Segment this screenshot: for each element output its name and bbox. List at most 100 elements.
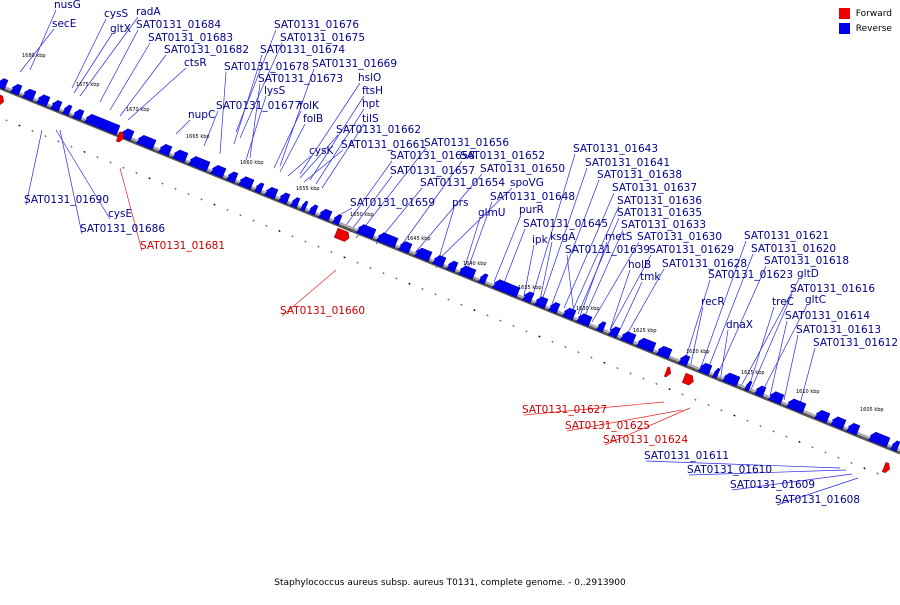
reverse-gene-label: SAT0131_01621 [744,230,829,242]
track-dot [434,293,437,296]
reverse-gene [187,156,211,172]
label-connector [566,254,575,315]
reverse-gene [431,255,447,268]
track-dot [707,403,710,407]
label-connector [287,155,312,177]
track-dot [213,203,216,206]
reverse-gene-label: glmU [478,207,506,219]
track-dot [109,161,112,164]
reverse-gene [49,100,63,112]
track-dot [291,235,294,238]
reverse-gene-label: dnaX [726,319,753,331]
track-dot [772,430,775,433]
track-dot [733,414,736,417]
label-connector [749,293,793,393]
reverse-gene-label: SAT0131_01628 [662,258,747,270]
forward-gene [681,372,694,386]
kbp-tick-label: 1625 kbp [633,328,657,334]
reverse-gene-label: SAT0131_01637 [612,182,697,194]
track-dot [278,229,281,233]
reverse-gene-label: ksgA [550,231,576,243]
track-dot [759,424,762,428]
track-dot [83,150,86,154]
reverse-gene-label: SAT0131_01630 [637,231,722,243]
track-dot [564,345,567,349]
label-connector [769,320,788,397]
reverse-gene-label: SAT0131_01684 [136,19,221,31]
reverse-gene [533,296,549,309]
kbp-tick-label: 1615 kbp [741,370,765,376]
reverse-gene-label: gltD [797,268,819,280]
track-dot [200,198,203,201]
kbp-tick-label: 1680 kbp [22,53,46,59]
label-connector [625,268,665,337]
reverse-gene-label: SAT0131_01639 [565,244,650,256]
label-connector [435,187,513,263]
track-dot [122,166,125,169]
forward-gene-label: SAT0131_01660 [280,305,365,317]
reverse-gene-label: SAT0131_01669 [312,58,397,70]
kbp-tick-label: 1670 kbp [126,107,150,113]
genome-caption: Staphylococcus aureus subsp. aureus T013… [274,578,626,588]
label-connector [523,401,665,416]
reverse-gene [157,143,173,157]
label-connector [783,334,799,401]
reverse-gene [445,260,459,273]
label-connector [175,119,191,135]
reverse-gene [0,78,9,90]
reverse-gene-label: SAT0131_01686 [80,223,165,235]
forward-gene [0,94,4,106]
label-connector [705,253,754,375]
label-connector [539,241,553,301]
reverse-gene-label: SAT0131_01636 [617,195,702,207]
label-connector [273,110,302,169]
kbp-tick-label: 1620 kbp [686,349,710,355]
track-dot [473,308,476,312]
track-dot [824,451,827,454]
track-dot [681,393,684,396]
reverse-gene-label: folK [299,100,320,112]
legend-reverse-label: Reverse [855,23,892,34]
label-connector [523,244,535,297]
gene-features [0,78,900,474]
label-connector [465,201,493,275]
track-dot [356,261,359,264]
reverse-gene-label: SAT0131_01658 [390,150,475,162]
reverse-gene-label: SAT0131_01635 [617,207,702,219]
reverse-gene [171,149,189,163]
forward-gene [333,227,350,242]
track-dot [31,129,34,132]
label-connector [579,241,608,317]
label-connector [683,279,711,365]
label-connector [249,83,261,159]
label-connector [279,68,315,167]
label-connector [303,149,344,183]
reverse-gene [289,197,301,209]
label-connector [731,473,853,491]
reverse-gene-label: gltX [110,23,131,35]
track-dot [252,219,255,222]
track-dot [629,372,632,375]
reverse-gene-label: SAT0131_01643 [573,143,658,155]
reverse-gene-label: SAT0131_01654 [420,177,505,189]
label-connector [343,160,393,229]
label-connector [604,407,691,446]
track-dot [642,377,645,380]
forward-swatch [838,8,850,19]
label-connector [109,42,151,111]
kbp-tick-label: 1675 kbp [76,82,100,88]
reverse-gene-label: SAT0131_01638 [597,169,682,181]
label-connector [29,9,57,71]
gene-labels: nusGsecEcysSgltXradASAT0131_01684SAT0131… [24,0,898,506]
reverse-gene-label: hslO [358,72,381,84]
reverse-gene-label: SAT0131_01614 [785,310,870,322]
reverse-gene [521,291,535,304]
track-dot [226,208,229,212]
reverse-gene [677,354,691,367]
reverse-gene-label: SAT0131_01629 [649,244,734,256]
label-connector [71,18,107,89]
track-dot [5,119,8,122]
track-dot [538,335,541,338]
reverse-gene-label: SAT0131_01662 [336,124,421,136]
track-dot [811,446,814,449]
